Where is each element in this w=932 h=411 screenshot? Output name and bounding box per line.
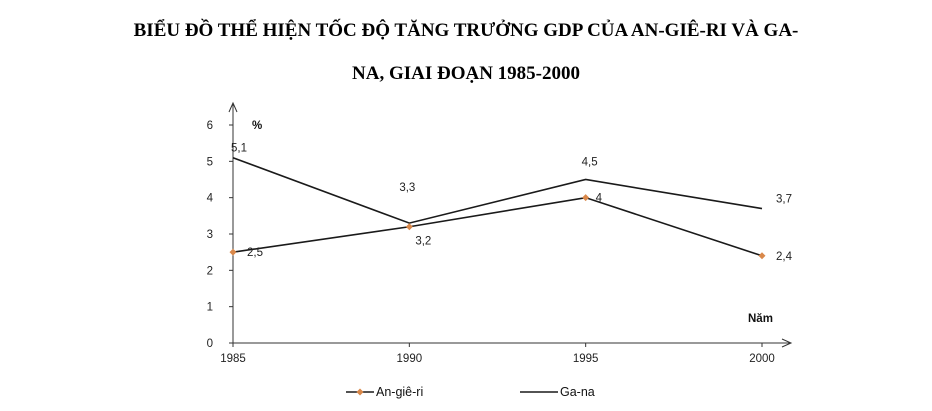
legend-label-an-gie-ri: An-giê-ri [376, 385, 423, 399]
chart-data-labels: 2,5 3,2 4 2,4 5,1 3,3 4,5 3,7 [231, 143, 793, 263]
data-point-an-gie-ri [229, 248, 237, 256]
chart-title-line-2: NA, GIAI ĐOẠN 1985-2000 [352, 63, 580, 84]
y-tick-label: 1 [207, 302, 213, 314]
y-tick-label: 6 [207, 120, 213, 132]
series-line-an-gie-ri [232, 196, 763, 257]
y-tick-label: 2 [207, 265, 213, 277]
data-label-an-gie-ri: 4 [596, 193, 603, 205]
chart-legend: An-giê-ri Ga-na [346, 385, 595, 399]
x-axis-arrow [781, 338, 793, 348]
y-tick-label: 3 [207, 229, 213, 241]
data-point-an-gie-ri [582, 194, 590, 202]
x-axis-unit-label: Năm [748, 313, 773, 325]
x-tick-label: 1985 [220, 353, 246, 365]
data-label-ga-na: 3,3 [399, 182, 415, 194]
data-label-an-gie-ri: 2,5 [247, 247, 263, 259]
data-point-an-gie-ri [405, 223, 413, 231]
data-label-ga-na: 3,7 [776, 194, 792, 206]
x-tick-label: 2000 [749, 353, 775, 365]
data-label-an-gie-ri: 2,4 [776, 251, 793, 263]
data-label-ga-na: 5,1 [231, 143, 247, 155]
chart-markers [229, 194, 766, 260]
y-tick-label: 5 [207, 156, 213, 168]
legend-marker-an-gie-ri [356, 388, 364, 396]
chart-title-line-1: BIỂU ĐỒ THỂ HIỆN TỐC ĐỘ TĂNG TRƯỞNG GDP … [133, 20, 799, 41]
y-tick-label: 4 [207, 193, 214, 205]
x-tick-label: 1990 [397, 353, 423, 365]
y-axis-arrow [228, 101, 238, 113]
data-label-ga-na: 4,5 [582, 157, 598, 169]
data-point-an-gie-ri [758, 252, 766, 260]
chart-axes: 0 1 2 3 4 5 6 1985 1990 1995 2000% Năm [207, 101, 793, 365]
chart-series-lines [232, 156, 763, 257]
legend-label-ga-na: Ga-na [560, 385, 595, 399]
data-label-an-gie-ri: 3,2 [415, 236, 431, 248]
y-axis-unit-label: % [252, 120, 262, 132]
series-line-ga-na [232, 156, 763, 224]
x-tick-label: 1995 [573, 353, 599, 365]
y-tick-label: 0 [207, 338, 213, 350]
